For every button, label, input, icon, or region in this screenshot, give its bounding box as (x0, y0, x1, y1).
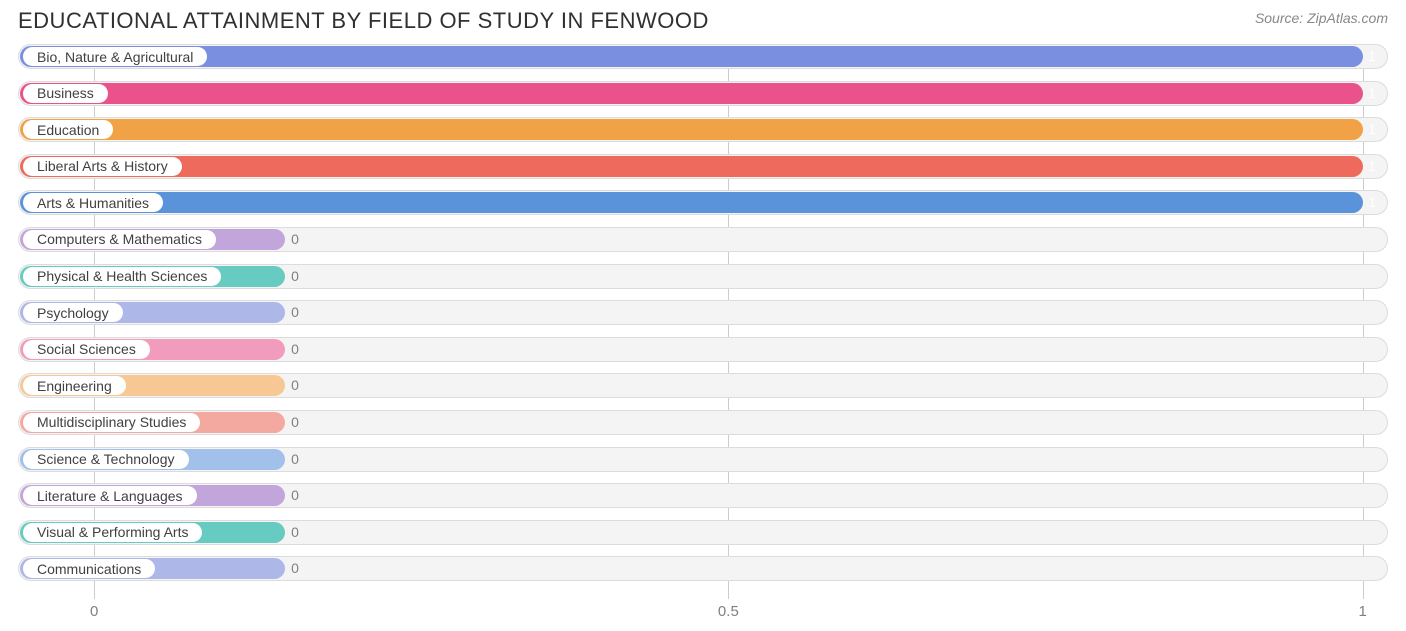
bar-row: Visual & Performing Arts 0 (18, 520, 1388, 545)
value-label: 1 (1368, 81, 1376, 106)
value-label: 0 (291, 410, 299, 435)
category-label: Bio, Nature & Agricultural (23, 47, 207, 66)
value-label: 1 (1368, 190, 1376, 215)
bar-row: Literature & Languages 0 (18, 483, 1388, 508)
value-label: 0 (291, 264, 299, 289)
bar-row: Psychology 0 (18, 300, 1388, 325)
category-label: Business (23, 84, 108, 103)
bar-row: Physical & Health Sciences 0 (18, 264, 1388, 289)
chart-title: EDUCATIONAL ATTAINMENT BY FIELD OF STUDY… (18, 8, 709, 34)
category-label: Social Sciences (23, 340, 150, 359)
bar-fill (20, 119, 1363, 140)
value-label: 0 (291, 447, 299, 472)
category-label: Literature & Languages (23, 486, 197, 505)
value-label: 0 (291, 300, 299, 325)
value-label: 0 (291, 337, 299, 362)
bar-row: Arts & Humanities 1 (18, 190, 1388, 215)
value-label: 0 (291, 556, 299, 581)
category-label: Education (23, 120, 113, 139)
x-axis-tick: 0.5 (718, 603, 739, 620)
bar-row: Science & Technology 0 (18, 447, 1388, 472)
category-label: Psychology (23, 303, 123, 322)
value-label: 0 (291, 373, 299, 398)
value-label: 0 (291, 520, 299, 545)
category-label: Science & Technology (23, 450, 189, 469)
bar-row: Computers & Mathematics 0 (18, 227, 1388, 252)
bar-row: Business 1 (18, 81, 1388, 106)
value-label: 0 (291, 227, 299, 252)
x-axis-tick: 0 (90, 603, 98, 620)
bar-row: Bio, Nature & Agricultural 1 (18, 44, 1388, 69)
chart-plot-area: Bio, Nature & Agricultural1Business1Educ… (18, 44, 1388, 599)
category-label: Communications (23, 559, 155, 578)
category-label: Arts & Humanities (23, 193, 163, 212)
value-label: 1 (1368, 44, 1376, 69)
category-label: Computers & Mathematics (23, 230, 216, 249)
value-label: 1 (1368, 154, 1376, 179)
category-label: Physical & Health Sciences (23, 267, 221, 286)
bar-row: Social Sciences 0 (18, 337, 1388, 362)
bar-row: Education 1 (18, 117, 1388, 142)
category-label: Visual & Performing Arts (23, 523, 202, 542)
category-label: Multidisciplinary Studies (23, 413, 200, 432)
bar-fill (20, 46, 1363, 67)
category-label: Engineering (23, 376, 126, 395)
bar-fill (20, 192, 1363, 213)
bar-fill (20, 156, 1363, 177)
source-attribution: Source: ZipAtlas.com (1255, 8, 1388, 26)
x-axis: 00.51 (18, 603, 1388, 623)
bar-row: Communications 0 (18, 556, 1388, 581)
value-label: 0 (291, 483, 299, 508)
category-label: Liberal Arts & History (23, 157, 182, 176)
bar-row: Engineering 0 (18, 373, 1388, 398)
value-label: 1 (1368, 117, 1376, 142)
x-axis-tick: 1 (1358, 603, 1366, 620)
bar-fill (20, 83, 1363, 104)
bar-row: Liberal Arts & History 1 (18, 154, 1388, 179)
bar-row: Multidisciplinary Studies 0 (18, 410, 1388, 435)
